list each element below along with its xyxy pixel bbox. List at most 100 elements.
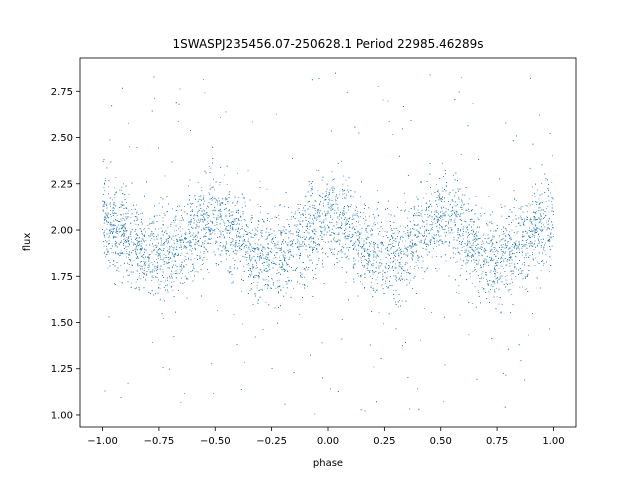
data-point bbox=[315, 245, 317, 247]
data-point bbox=[352, 215, 354, 216]
data-point bbox=[461, 199, 462, 201]
data-point bbox=[153, 239, 155, 241]
data-point bbox=[187, 224, 189, 226]
data-point bbox=[506, 245, 508, 247]
data-point bbox=[121, 220, 123, 222]
data-point bbox=[437, 206, 438, 207]
data-point bbox=[335, 200, 337, 202]
data-point bbox=[167, 291, 169, 293]
data-point bbox=[505, 251, 507, 253]
data-point bbox=[491, 284, 493, 286]
data-point bbox=[474, 286, 476, 288]
data-point bbox=[458, 293, 460, 295]
data-point bbox=[407, 235, 409, 236]
data-point bbox=[123, 253, 125, 255]
data-point bbox=[391, 247, 393, 248]
data-point bbox=[232, 251, 234, 253]
data-point bbox=[180, 252, 182, 254]
data-point bbox=[215, 201, 216, 203]
data-point bbox=[299, 245, 301, 247]
data-point bbox=[243, 247, 245, 249]
data-point bbox=[195, 215, 197, 217]
data-point bbox=[387, 100, 389, 102]
data-point bbox=[209, 215, 210, 217]
data-point bbox=[403, 253, 405, 254]
data-point bbox=[158, 252, 159, 254]
data-point bbox=[257, 253, 259, 255]
data-point bbox=[257, 243, 259, 245]
data-point bbox=[534, 257, 536, 259]
data-point bbox=[438, 196, 440, 198]
data-point bbox=[468, 334, 470, 336]
data-point bbox=[495, 241, 497, 243]
data-point bbox=[126, 201, 127, 203]
data-point bbox=[526, 218, 527, 220]
data-point bbox=[204, 220, 206, 221]
data-point bbox=[378, 262, 380, 264]
data-point bbox=[123, 239, 125, 241]
data-point bbox=[225, 214, 227, 216]
data-point bbox=[234, 220, 236, 222]
data-point bbox=[228, 213, 230, 214]
data-point bbox=[404, 202, 406, 203]
data-point bbox=[154, 270, 155, 272]
data-point bbox=[454, 225, 456, 227]
data-point bbox=[216, 227, 218, 229]
data-point bbox=[166, 261, 168, 263]
data-point bbox=[361, 238, 363, 240]
data-point bbox=[163, 212, 165, 214]
data-point bbox=[509, 263, 511, 264]
data-point bbox=[184, 255, 186, 257]
data-point bbox=[197, 181, 199, 183]
data-point bbox=[111, 225, 113, 227]
data-point bbox=[338, 216, 340, 217]
data-point bbox=[361, 283, 363, 285]
data-point bbox=[303, 243, 305, 245]
data-point bbox=[326, 213, 328, 215]
data-point bbox=[453, 210, 455, 212]
data-point bbox=[180, 269, 182, 271]
data-point bbox=[248, 241, 250, 243]
data-point bbox=[345, 211, 347, 213]
data-point bbox=[449, 232, 451, 234]
data-point bbox=[317, 190, 319, 192]
data-point bbox=[481, 287, 483, 289]
data-point bbox=[347, 189, 348, 191]
data-point bbox=[476, 231, 477, 233]
data-point bbox=[196, 236, 198, 238]
data-point bbox=[544, 250, 546, 252]
data-point bbox=[357, 275, 359, 277]
data-point bbox=[230, 211, 232, 213]
data-point bbox=[198, 196, 200, 197]
data-point bbox=[443, 401, 445, 403]
data-point bbox=[160, 265, 161, 267]
data-point bbox=[541, 231, 543, 233]
data-point bbox=[465, 256, 467, 257]
data-point bbox=[176, 255, 178, 256]
data-point bbox=[264, 261, 266, 263]
data-point bbox=[242, 207, 244, 209]
data-point bbox=[156, 270, 157, 272]
data-point bbox=[480, 213, 481, 214]
data-point bbox=[424, 240, 426, 242]
data-point bbox=[259, 268, 261, 270]
data-point bbox=[353, 260, 355, 262]
data-point bbox=[206, 208, 208, 209]
data-point bbox=[510, 253, 512, 255]
data-point bbox=[185, 264, 187, 266]
data-point bbox=[405, 271, 407, 273]
data-point bbox=[496, 260, 498, 262]
data-point bbox=[230, 226, 231, 227]
data-point bbox=[312, 204, 313, 206]
data-point bbox=[266, 257, 268, 258]
data-point bbox=[341, 160, 342, 162]
data-point bbox=[120, 250, 122, 252]
data-point bbox=[374, 256, 376, 258]
data-point bbox=[143, 229, 145, 231]
data-point bbox=[511, 262, 513, 264]
data-point bbox=[400, 266, 402, 268]
data-point bbox=[335, 221, 337, 223]
data-point bbox=[155, 266, 157, 267]
data-point bbox=[127, 122, 129, 124]
data-point bbox=[440, 218, 442, 220]
